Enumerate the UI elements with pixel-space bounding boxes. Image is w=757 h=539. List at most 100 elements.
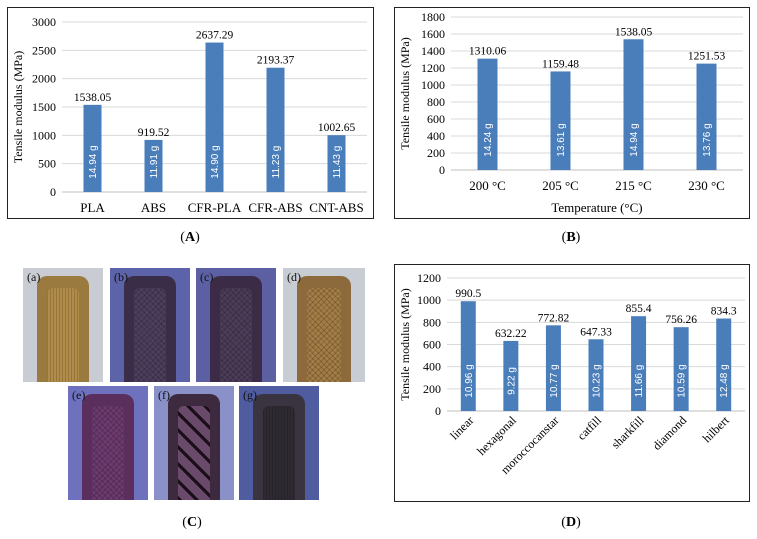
chart-a-category-label: CFR-PLA bbox=[188, 200, 242, 215]
chart-d-ylabel: Tensile modulus (MPa) bbox=[398, 288, 412, 400]
photo-panel-c: (a) (b) (c) (d) (e) (f) (g) bbox=[20, 262, 376, 502]
chart-b-ytick-label: 800 bbox=[427, 95, 445, 109]
chart-b-bar bbox=[696, 63, 717, 170]
chart-a-inner-label: 14.90 g bbox=[210, 145, 221, 178]
chart-a-svg: 0 500 1000 1500 2000 2500 3000 Tensile modulus … bbox=[11, 15, 367, 215]
chart-b-value-label: 1159.48 bbox=[542, 58, 579, 70]
specimen-shape bbox=[210, 276, 262, 382]
specimen-shape bbox=[82, 394, 134, 500]
chart-a-bar bbox=[266, 67, 285, 192]
specimen-photo: (c) bbox=[196, 268, 276, 382]
chart-b-xlabel: Temperature (°C) bbox=[551, 200, 642, 215]
specimen-photo: (a) bbox=[23, 268, 103, 382]
chart-b-category-label: 230 °C bbox=[688, 178, 725, 193]
chart-d-ytick-label: 1000 bbox=[417, 293, 441, 307]
caption-c: (C) bbox=[182, 515, 202, 530]
specimen-photo: (f) bbox=[154, 386, 234, 500]
chart-a-ytick-label: 2500 bbox=[32, 43, 56, 57]
chart-b-ytick-label: 200 bbox=[427, 146, 445, 160]
specimen-infill bbox=[263, 406, 295, 500]
chart-a-category-label: PLA bbox=[80, 200, 105, 215]
chart-d-bar bbox=[545, 325, 561, 411]
specimen-infill bbox=[92, 406, 124, 500]
chart-a-bar bbox=[144, 139, 163, 192]
chart-b-inner-label: 13.76 g bbox=[702, 123, 713, 156]
chart-a-value-label: 1002.65 bbox=[318, 122, 356, 134]
chart-d-bar bbox=[631, 316, 647, 411]
chart-b-ytick-label: 0 bbox=[439, 163, 445, 177]
chart-a-category-label: ABS bbox=[141, 200, 166, 215]
chart-a-inner-label: 11.43 g bbox=[332, 146, 343, 179]
chart-b-bar bbox=[623, 39, 644, 170]
chart-a-ytick-label: 1500 bbox=[32, 100, 56, 114]
chart-d-ytick-label: 800 bbox=[423, 315, 441, 329]
chart-d-ytick-label: 200 bbox=[423, 382, 441, 396]
chart-b-inner-label: 13.61 g bbox=[556, 123, 567, 156]
chart-d-value-label: 990.5 bbox=[455, 288, 481, 300]
chart-a-category-label: CFR-ABS bbox=[248, 200, 302, 215]
chart-d-value-label: 756.26 bbox=[665, 314, 697, 326]
specimen-photo: (d) bbox=[283, 268, 365, 382]
chart-d-inner-label: 9.22 g bbox=[506, 367, 517, 395]
chart-d-value-label: 855.4 bbox=[626, 303, 652, 315]
chart-d-value-label: 834.3 bbox=[711, 306, 737, 318]
specimen-shape bbox=[168, 394, 220, 500]
chart-b-ytick-label: 1600 bbox=[421, 27, 445, 41]
specimen-photo: (g) bbox=[239, 386, 319, 500]
chart-b-bar bbox=[477, 58, 498, 171]
chart-d-ytick-label: 0 bbox=[435, 404, 441, 418]
chart-d-ytick-label: 600 bbox=[423, 338, 441, 352]
chart-d-category-label: sharkfill bbox=[609, 413, 648, 452]
chart-b-value-label: 1251.53 bbox=[688, 51, 726, 63]
chart-d-value-label: 772.82 bbox=[538, 312, 570, 324]
specimen-infill bbox=[178, 406, 210, 500]
chart-d-category-label: linear bbox=[447, 413, 476, 442]
chart-a-value-label: 2193.37 bbox=[257, 55, 295, 67]
chart-b-ylabel: Tensile modulus (MPa) bbox=[398, 37, 412, 149]
chart-b-ytick-label: 1000 bbox=[421, 78, 445, 92]
chart-d-inner-label: 10.77 g bbox=[549, 364, 560, 397]
chart-a-value-label: 919.52 bbox=[138, 127, 170, 139]
chart-b-svg: 0 200 400 600 800 1000 1200 1400 1600 1800 Tensile… bbox=[398, 10, 743, 215]
chart-d-ytick-label: 400 bbox=[423, 360, 441, 374]
chart-d-inner-label: 10.59 g bbox=[677, 364, 688, 397]
photo-label: (c) bbox=[200, 270, 214, 284]
chart-d-value-label: 647.33 bbox=[580, 326, 612, 338]
chart-b-value-label: 1538.05 bbox=[615, 26, 653, 38]
specimen-photo: (b) bbox=[110, 268, 190, 382]
chart-d-inner-label: 11.66 g bbox=[634, 365, 645, 398]
chart-a-inner-label: 14.94 g bbox=[88, 145, 99, 178]
chart-a-inner-label: 11.23 g bbox=[271, 146, 282, 179]
chart-a-ytick-label: 0 bbox=[50, 185, 56, 199]
chart-b-value-label: 1310.06 bbox=[469, 46, 507, 58]
chart-d-inner-label: 10.96 g bbox=[464, 364, 475, 397]
chart-b-ytick-label: 600 bbox=[427, 112, 445, 126]
chart-a-ylabel: Tensile modulus (MPa) bbox=[11, 51, 25, 163]
chart-a-category-label: CNT-ABS bbox=[309, 200, 363, 215]
photo-label: (d) bbox=[287, 270, 301, 284]
chart-b-ytick-label: 1400 bbox=[421, 44, 445, 58]
chart-d-bar bbox=[460, 301, 476, 411]
chart-b-ytick-label: 400 bbox=[427, 129, 445, 143]
caption-b: (B) bbox=[561, 230, 581, 245]
specimen-infill bbox=[220, 288, 252, 382]
chart-a-bar bbox=[327, 135, 346, 192]
chart-b-category-label: 215 °C bbox=[615, 178, 652, 193]
chart-d-value-label: 632.22 bbox=[495, 328, 527, 340]
chart-d-bar bbox=[673, 327, 689, 411]
chart-d-inner-label: 12.48 g bbox=[719, 364, 730, 397]
chart-d-inner-label: 10.23 g bbox=[592, 364, 603, 397]
chart-a-value-label: 1538.05 bbox=[74, 92, 112, 104]
specimen-shape bbox=[253, 394, 305, 500]
photo-label: (a) bbox=[27, 270, 41, 284]
chart-a-ytick-label: 500 bbox=[38, 157, 56, 171]
photo-label: (e) bbox=[72, 388, 86, 402]
chart-b-ytick-label: 1800 bbox=[421, 10, 445, 24]
chart-d-ytick-label: 1200 bbox=[417, 271, 441, 285]
chart-a-ytick-label: 1000 bbox=[32, 128, 56, 142]
chart-b-inner-label: 14.24 g bbox=[483, 123, 494, 156]
chart-d-svg: 0 200 400 600 800 1000 1200 Tensile modulus (MP… bbox=[398, 271, 745, 477]
photo-label: (b) bbox=[114, 270, 128, 284]
caption-d: (D) bbox=[561, 515, 581, 530]
chart-a-bar bbox=[205, 42, 224, 193]
